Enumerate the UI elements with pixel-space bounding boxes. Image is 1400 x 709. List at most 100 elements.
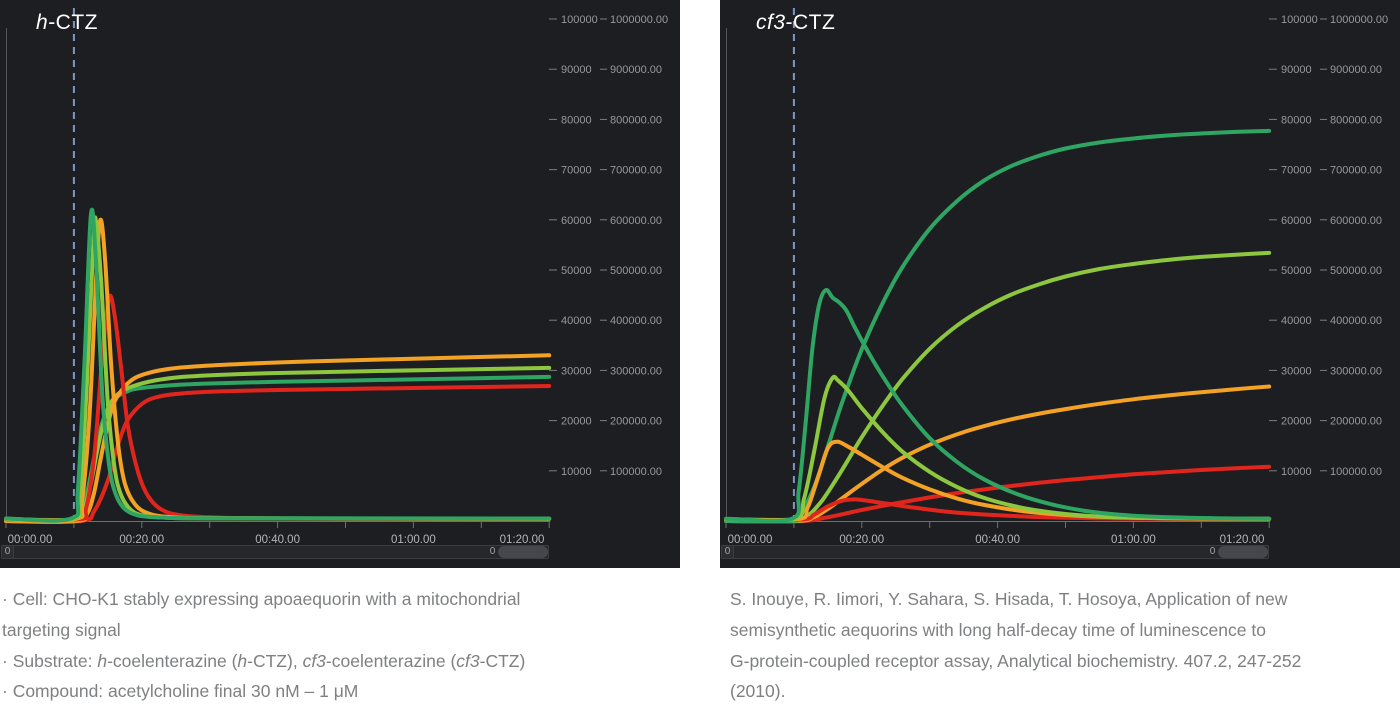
y-tick-label-counts: 10000 — [561, 466, 592, 478]
text-segment: -coelenterazine ( — [325, 650, 457, 671]
text-segment: · Cell: CHO-K1 stably expressing apoaequ… — [2, 589, 521, 609]
text-segment: -CTZ — [48, 11, 99, 34]
x-axis-label: 01:20.00 — [1220, 534, 1265, 546]
scrollbar-right-grip[interactable]: 0 — [1209, 546, 1216, 557]
text-segment: · Substrate: — [2, 650, 98, 671]
text-segment: S. Inouye, R. Iimori, Y. Sahara, S. Hisa… — [730, 589, 1288, 609]
note-line: · Cell: CHO-K1 stably expressing apoaequ… — [2, 584, 670, 615]
series-luminescence-light-green — [724, 374, 1272, 523]
y-tick-label-counts: 60000 — [1281, 215, 1312, 227]
text-segment: cf3 — [756, 11, 786, 34]
y-tick-label-integrated: 600000.00 — [1330, 215, 1382, 227]
panel-h-ctz: 10000 100000.00 20000 200000.00 30000 300000.… — [0, 0, 680, 568]
series-luminescence-teal-green — [724, 287, 1272, 523]
panel-title-h-ctz: h-CTZ — [36, 11, 98, 35]
text-segment: -CTZ) — [479, 650, 526, 671]
time-scrollbar[interactable]: 0 0 — [1, 545, 549, 559]
text-segment: cf3 — [302, 650, 326, 671]
y-tick-label-integrated: 400000.00 — [1330, 315, 1382, 327]
note-line: targeting signal — [2, 615, 670, 646]
y-tick-label-counts: 90000 — [561, 64, 592, 76]
y-tick-label-counts: 20000 — [561, 416, 592, 428]
y-tick-label-integrated: 400000.00 — [610, 315, 662, 327]
y-tick-label-counts: 70000 — [561, 165, 592, 177]
text-segment: · Compound: acetylcholine final 30 nM – … — [2, 681, 359, 702]
text-segment: (2010). — [730, 681, 786, 702]
y-tick-label-integrated: 300000.00 — [1330, 365, 1382, 377]
series-integrated-orange — [4, 353, 552, 524]
x-axis-label: 00:00.00 — [8, 534, 53, 546]
citation: S. Inouye, R. Iimori, Y. Sahara, S. Hisa… — [730, 584, 1398, 707]
series-luminescence-teal-green — [4, 207, 552, 523]
text-segment: cf3 — [456, 650, 480, 671]
text-segment: h — [36, 11, 49, 34]
citation-line: G-protein-coupled receptor assay, Analyt… — [730, 646, 1398, 677]
y-tick-label-counts: 80000 — [1281, 114, 1312, 126]
time-scrollbar[interactable]: 0 0 — [721, 545, 1269, 559]
y-tick-label-integrated: 500000.00 — [610, 265, 662, 277]
y-tick-label-counts: 40000 — [561, 315, 592, 327]
text-segment: semisynthetic aequorins with long half-d… — [730, 619, 1266, 640]
series-integrated-light-green — [724, 250, 1272, 524]
y-tick-label-integrated: 800000.00 — [1330, 114, 1382, 126]
series-integrated-red — [4, 384, 552, 524]
y-tick-label-integrated: 600000.00 — [610, 215, 662, 227]
series-integrated-orange — [724, 384, 1272, 524]
y-tick-label-integrated: 500000.00 — [1330, 265, 1382, 277]
series-integrated-teal-green — [724, 128, 1272, 524]
experiment-notes: · Cell: CHO-K1 stably expressing apoaequ… — [2, 584, 670, 707]
x-axis-label: 00:40.00 — [255, 534, 300, 546]
panel-title-cf3-ctz: cf3-CTZ — [756, 11, 835, 35]
chart-h-ctz[interactable]: 10000 100000.00 20000 200000.00 30000 300000.… — [0, 0, 680, 568]
text-segment: -CTZ — [785, 11, 836, 34]
y-tick-label-counts: 10000 — [1281, 466, 1312, 478]
y-tick-label-integrated: 100000.00 — [610, 466, 662, 478]
x-axis-label: 01:20.00 — [500, 534, 545, 546]
y-tick-label-counts: 40000 — [1281, 315, 1312, 327]
y-tick-label-counts: 70000 — [1281, 165, 1312, 177]
y-tick-label-integrated: 700000.00 — [610, 165, 662, 177]
y-tick-label-counts: 100000 — [1281, 14, 1318, 26]
y-tick-label-integrated: 900000.00 — [1330, 64, 1382, 76]
y-tick-label-counts: 100000 — [561, 14, 598, 26]
y-tick-label-counts: 30000 — [1281, 365, 1312, 377]
x-axis-label: 01:00.00 — [1111, 534, 1156, 546]
y-tick-label-integrated: 900000.00 — [610, 64, 662, 76]
text-segment: targeting signal — [2, 619, 121, 640]
scrollbar-right-grip[interactable]: 0 — [489, 546, 496, 557]
y-tick-label-integrated: 200000.00 — [610, 416, 662, 428]
series-luminescence-red — [724, 497, 1272, 522]
y-tick-label-counts: 60000 — [561, 215, 592, 227]
x-axis-label: 01:00.00 — [391, 534, 436, 546]
citation-line: S. Inouye, R. Iimori, Y. Sahara, S. Hisa… — [730, 584, 1398, 615]
text-segment: h — [97, 650, 108, 671]
note-line: · Compound: acetylcholine final 30 nM – … — [2, 676, 670, 707]
chart-svg: 10000 100000.00 20000 200000.00 30000 300000.… — [724, 8, 1388, 546]
chart-cf3-ctz[interactable]: 10000 100000.00 20000 200000.00 30000 300000.… — [720, 0, 1400, 568]
y-tick-label-counts: 30000 — [561, 365, 592, 377]
x-axis-label: 00:40.00 — [975, 534, 1020, 546]
citation-line: (2010). — [730, 676, 1398, 707]
y-tick-label-integrated: 1000000.00 — [610, 14, 668, 26]
chart-svg: 10000 100000.00 20000 200000.00 30000 300000.… — [4, 8, 668, 546]
y-tick-label-integrated: 200000.00 — [1330, 416, 1382, 428]
text-segment: h — [237, 650, 248, 671]
text-segment: -coelenterazine ( — [107, 650, 238, 671]
note-line: · Substrate: h-coelenterazine (h-CTZ), c… — [2, 646, 670, 677]
y-tick-label-integrated: 100000.00 — [1330, 466, 1382, 478]
panel-cf3-ctz: 10000 100000.00 20000 200000.00 30000 300000.… — [720, 0, 1400, 568]
scrollbar-thumb[interactable] — [498, 546, 548, 558]
x-axis-label: 00:20.00 — [119, 534, 164, 546]
y-tick-label-counts: 90000 — [1281, 64, 1312, 76]
text-segment: -CTZ), — [247, 650, 303, 671]
y-tick-label-counts: 50000 — [1281, 265, 1312, 277]
scrollbar-left-grip[interactable]: 0 — [722, 546, 734, 558]
scrollbar-left-grip[interactable]: 0 — [2, 546, 14, 558]
y-tick-label-integrated: 800000.00 — [610, 114, 662, 126]
y-tick-label-integrated: 700000.00 — [1330, 165, 1382, 177]
citation-line: semisynthetic aequorins with long half-d… — [730, 615, 1398, 646]
y-tick-label-counts: 50000 — [561, 265, 592, 277]
x-axis-label: 00:20.00 — [839, 534, 884, 546]
scrollbar-thumb[interactable] — [1218, 546, 1268, 558]
